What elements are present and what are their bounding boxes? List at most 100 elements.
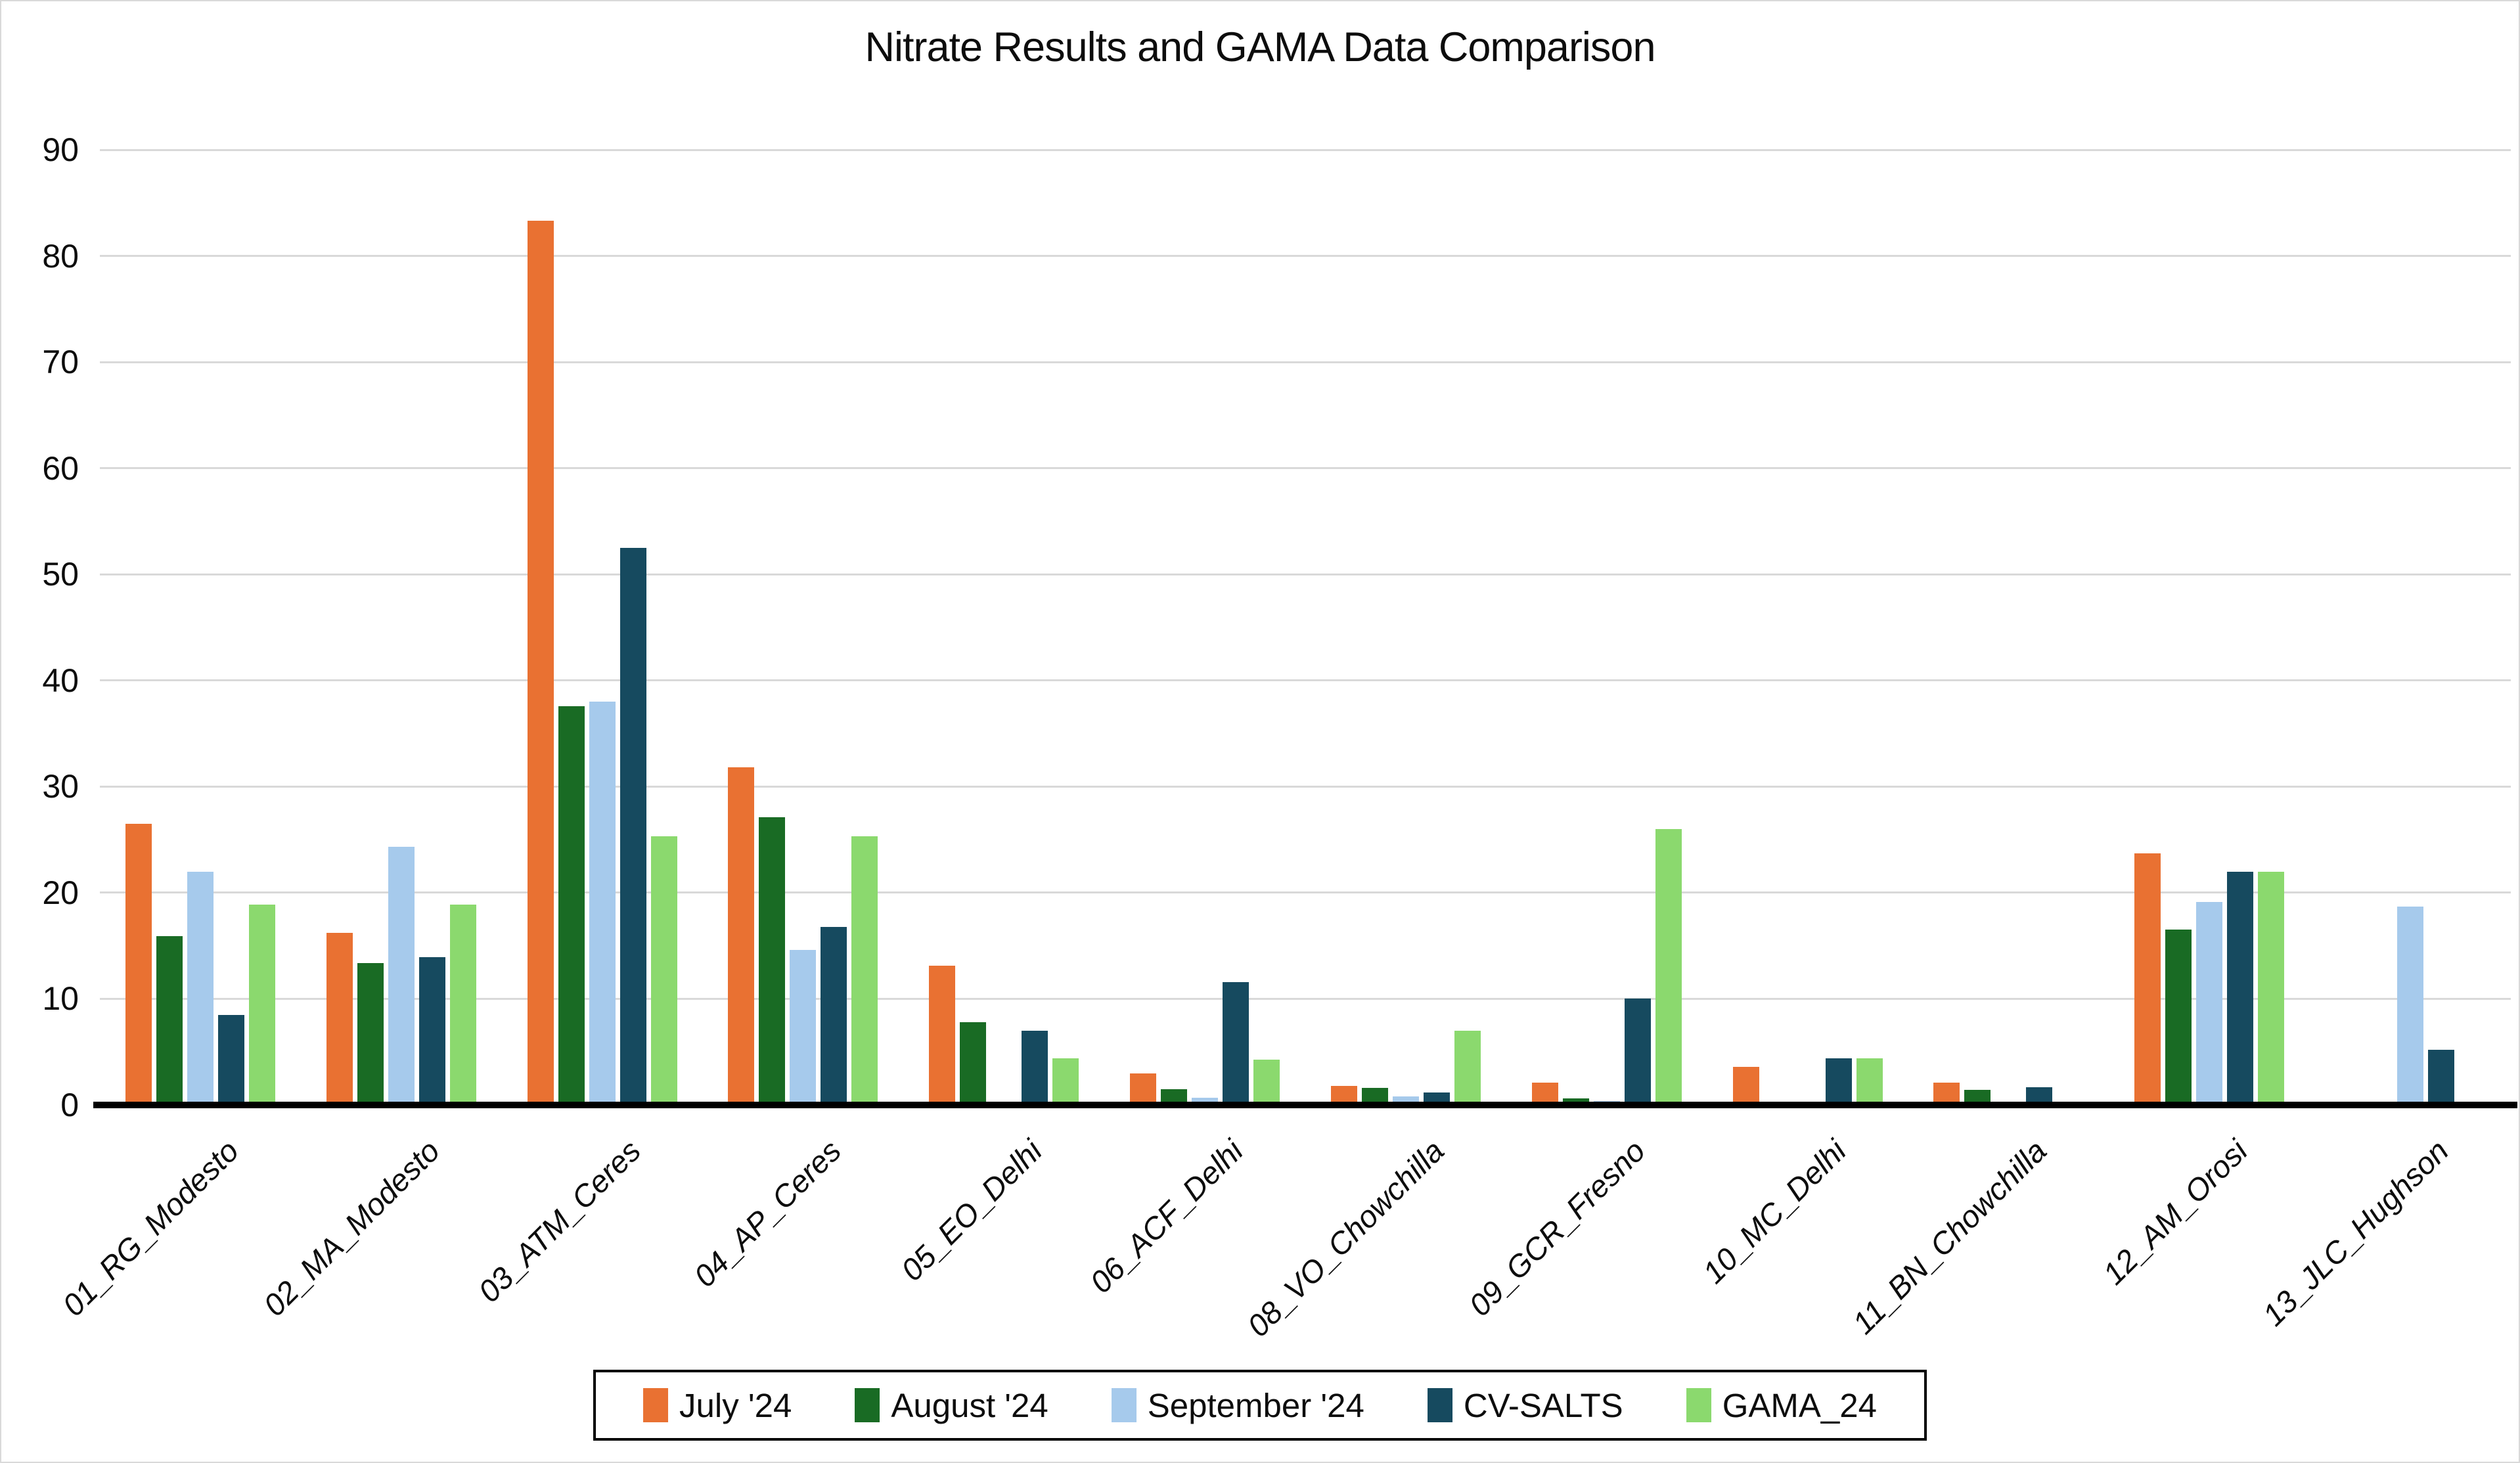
bar-GAMA_24-03_ATM_Ceres <box>650 836 677 1105</box>
y-tick-label-0: 0 <box>60 1087 79 1123</box>
gridline-70 <box>100 361 2511 363</box>
legend-swatch-icon <box>855 1388 880 1422</box>
legend-label: July '24 <box>679 1386 792 1424</box>
bar-GAMA_24-08_VO_Chowchilla <box>1454 1031 1481 1105</box>
legend-label: August '24 <box>891 1386 1048 1424</box>
bar-GAMA_24-12_AM_Orosi <box>2258 872 2285 1105</box>
bar-GAMA_24-09_GCR_Fresno <box>1655 829 1682 1105</box>
y-tick-label-30: 30 <box>42 768 79 805</box>
y-tick-label-10: 10 <box>42 980 79 1018</box>
y-tick-label-20: 20 <box>42 874 79 911</box>
bar-September '24-01_RG_Modesto <box>187 872 214 1105</box>
bar-GAMA_24-10_MC_Delhi <box>1856 1058 1883 1105</box>
x-label-anchor: 05_EO_Delhi <box>894 1133 1207 1288</box>
gridline-60 <box>100 467 2511 470</box>
gridline-40 <box>100 679 2511 682</box>
bar-group-01_RG_Modesto <box>100 824 301 1105</box>
x-label-anchor: 12_AM_Orosi <box>2096 1133 2418 1292</box>
bar-GAMA_24-02_MA_Modesto <box>449 905 476 1105</box>
x-category-label-01_RG_Modesto: 01_RG_Modesto <box>55 1133 246 1323</box>
bar-group-06_ACF_Delhi <box>1104 982 1305 1105</box>
x-axis-category-labels: 01_RG_Modesto 02_MA_Modesto 03_ATM_Ceres 04… <box>55 1105 2511 1368</box>
bar-August '24-11_BN_Chowchilla <box>1964 1090 1991 1105</box>
bar-July '24-03_ATM_Ceres <box>527 221 554 1105</box>
bar-GAMA_24-06_ACF_Delhi <box>1253 1060 1280 1105</box>
gridline-30 <box>100 785 2511 788</box>
bar-September '24-04_AP_Ceres <box>790 950 817 1105</box>
bar-group-02_MA_Modesto <box>301 847 502 1105</box>
y-tick-label-40: 40 <box>42 662 79 699</box>
bar-group-12_AM_Orosi <box>2109 853 2310 1105</box>
bar-group-10_MC_Delhi <box>1707 1058 1908 1105</box>
bar-July '24-09_GCR_Fresno <box>1531 1083 1558 1105</box>
bar-August '24-03_ATM_Ceres <box>558 706 585 1105</box>
bar-September '24-06_ACF_Delhi <box>1192 1098 1219 1105</box>
bar-August '24-05_EO_Delhi <box>960 1022 987 1105</box>
bar-July '24-05_EO_Delhi <box>929 966 956 1105</box>
bar-July '24-06_ACF_Delhi <box>1130 1073 1157 1105</box>
legend-entry-September '24: September '24 <box>1111 1386 1364 1425</box>
gridline-10 <box>100 997 2511 1000</box>
bar-CV-SALTS-06_ACF_Delhi <box>1223 982 1249 1105</box>
legend-entry-CV-SALTS: CV-SALTS <box>1427 1386 1623 1425</box>
bar-CV-SALTS-12_AM_Orosi <box>2227 872 2254 1105</box>
legend: July '24 August '24 September '24 CV-SALTS G… <box>593 1370 1927 1441</box>
gridline-80 <box>100 255 2511 258</box>
bar-group-03_ATM_Ceres <box>502 221 703 1105</box>
bar-CV-SALTS-10_MC_Delhi <box>1825 1058 1852 1105</box>
bar-September '24-02_MA_Modesto <box>388 847 415 1105</box>
bar-CV-SALTS-01_RG_Modesto <box>217 1015 244 1105</box>
x-label-anchor: 04_AP_Ceres <box>687 1133 1015 1294</box>
bar-group-04_AP_Ceres <box>703 767 904 1105</box>
plot-area: 0 10 20 30 40 50 60 70 80 90 01_RG_Modesto 02_MA_M… <box>42 131 2517 1343</box>
legend-swatch-icon <box>1111 1388 1136 1422</box>
legend-entry-GAMA_24: GAMA_24 <box>1686 1386 1877 1425</box>
bar-CV-SALTS-13_JLC_Hughson <box>2428 1050 2455 1105</box>
bar-CV-SALTS-04_AP_Ceres <box>821 927 847 1105</box>
bar-CV-SALTS-05_EO_Delhi <box>1022 1031 1048 1105</box>
bar-August '24-01_RG_Modesto <box>156 936 183 1105</box>
bar-CV-SALTS-03_ATM_Ceres <box>619 548 646 1105</box>
bar-group-05_EO_Delhi <box>903 966 1104 1105</box>
bar-September '24-13_JLC_Hughson <box>2397 907 2424 1105</box>
gridline-50 <box>100 573 2511 575</box>
bar-group-08_VO_Chowchilla <box>1305 1031 1506 1105</box>
bar-September '24-03_ATM_Ceres <box>589 702 616 1105</box>
legend-swatch-icon <box>643 1388 669 1422</box>
bar-July '24-10_MC_Delhi <box>1732 1067 1759 1105</box>
bar-August '24-04_AP_Ceres <box>759 817 786 1105</box>
y-tick-label-80: 80 <box>42 237 79 275</box>
x-label-anchor: 10_MC_Delhi <box>1696 1133 2015 1290</box>
x-axis-line <box>93 1102 2517 1108</box>
y-tick-label-60: 60 <box>42 449 79 487</box>
bar-July '24-04_AP_Ceres <box>728 767 755 1105</box>
legend-label: GAMA_24 <box>1722 1386 1877 1424</box>
legend-swatch-icon <box>1427 1388 1452 1422</box>
bar-GAMA_24-01_RG_Modesto <box>248 905 275 1105</box>
chart-title: Nitrate Results and GAMA Data Comparison <box>865 24 1655 70</box>
y-tick-label-90: 90 <box>42 131 79 168</box>
bar-July '24-02_MA_Modesto <box>326 933 353 1105</box>
bar-group-09_GCR_Fresno <box>1506 829 1707 1105</box>
bar-July '24-01_RG_Modesto <box>125 824 152 1105</box>
legend-label: CV-SALTS <box>1463 1386 1623 1424</box>
bar-July '24-11_BN_Chowchilla <box>1933 1083 1960 1105</box>
x-label-anchor: 13_JLC_Hughson <box>2256 1133 2519 1333</box>
bar-GAMA_24-04_AP_Ceres <box>851 836 878 1105</box>
bar-CV-SALTS-09_GCR_Fresno <box>1624 999 1651 1105</box>
bar-group-13_JLC_Hughson <box>2310 907 2511 1105</box>
legend-swatch-icon <box>1686 1388 1711 1422</box>
bar-September '24-12_AM_Orosi <box>2196 902 2223 1105</box>
y-tick-label-70: 70 <box>42 344 79 381</box>
y-tick-label-50: 50 <box>42 556 79 593</box>
gridline-90 <box>100 148 2511 151</box>
bar-August '24-02_MA_Modesto <box>357 963 384 1105</box>
bar-GAMA_24-05_EO_Delhi <box>1052 1058 1079 1105</box>
legend-entry-August '24: August '24 <box>855 1386 1048 1425</box>
gridline-20 <box>100 891 2511 894</box>
bar-July '24-12_AM_Orosi <box>2134 853 2161 1105</box>
bar-August '24-12_AM_Orosi <box>2165 930 2192 1105</box>
legend-entry-July '24: July '24 <box>643 1386 792 1425</box>
legend-label: September '24 <box>1147 1386 1364 1424</box>
